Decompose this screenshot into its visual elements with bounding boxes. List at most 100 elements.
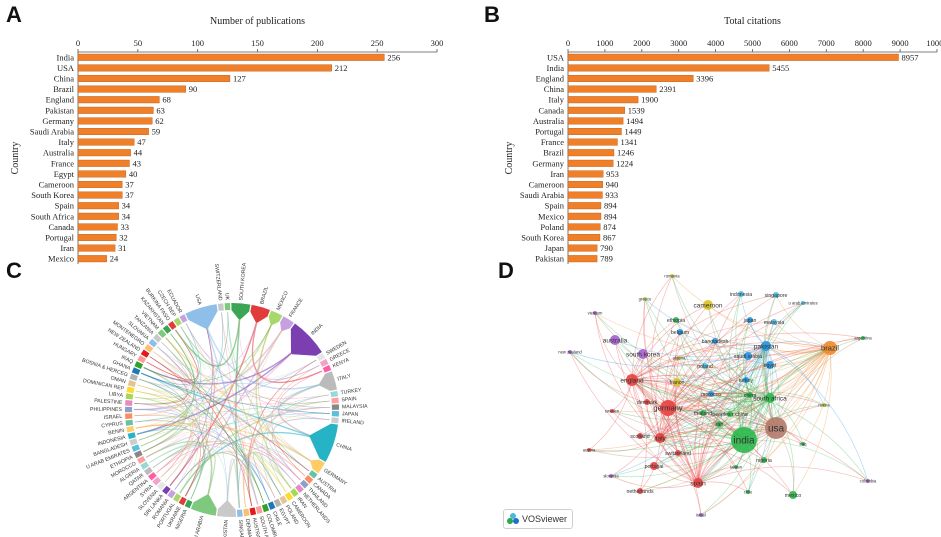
network-link xyxy=(631,379,745,441)
value-label-england: 3396 xyxy=(696,74,713,84)
chord-arc-uk xyxy=(224,303,231,311)
chord-link xyxy=(138,406,330,441)
network-node-egypt xyxy=(766,361,774,369)
network-link xyxy=(594,312,831,356)
network-node-denmark xyxy=(644,399,650,405)
x-tick-label: 10000 xyxy=(926,38,941,48)
x-tick-label: 7000 xyxy=(818,38,835,48)
chord-label-italy: ITALY xyxy=(337,373,352,383)
network-link xyxy=(611,397,771,420)
network-link xyxy=(659,393,712,439)
network-node-nigeria xyxy=(761,457,767,463)
network-link xyxy=(678,357,751,396)
network-link xyxy=(631,275,673,381)
network-label-england: england xyxy=(620,377,644,384)
network-link xyxy=(714,340,777,429)
chord-arc-greece xyxy=(319,358,329,367)
network-label-algeria: algeria xyxy=(673,355,686,360)
chord-link xyxy=(179,400,330,494)
network-link xyxy=(659,427,777,445)
network-label-denmark: denmark xyxy=(637,400,658,406)
chord-arc-denmark xyxy=(243,508,250,517)
chord-arc-montenegro xyxy=(144,344,154,353)
network-label-israel: israel xyxy=(696,512,706,517)
category-label-pakistan: Pakistan xyxy=(535,254,565,264)
network-node-algeria xyxy=(677,356,681,360)
bar-spain xyxy=(77,202,119,210)
network-node-taiwan xyxy=(734,465,738,469)
network-link xyxy=(610,394,751,477)
x-tick-label: 100 xyxy=(191,38,204,48)
chord-link xyxy=(227,312,281,496)
network-link xyxy=(677,397,771,454)
chord-link xyxy=(135,390,186,447)
network-label-indonesia: indonesia xyxy=(730,292,752,298)
network-link xyxy=(765,345,869,482)
chord-arc-iraq xyxy=(134,361,144,369)
chord-arc-australia xyxy=(249,507,257,516)
network-node-netherlands xyxy=(637,488,643,494)
chord-arc-japan xyxy=(331,411,339,417)
network-link xyxy=(594,312,777,429)
x-tick-label: 9000 xyxy=(892,38,909,48)
network-link xyxy=(764,321,775,399)
category-label-saudi-arabia: Saudi Arabia xyxy=(520,190,564,200)
network-link xyxy=(569,351,699,484)
value-label-spain: 34 xyxy=(122,201,131,211)
chord-arc-netherlands xyxy=(295,484,304,493)
network-node-scotland xyxy=(637,433,643,439)
chord-link xyxy=(156,346,320,385)
network-node-singapore xyxy=(773,292,779,298)
chord-link xyxy=(141,372,330,414)
network-link xyxy=(674,357,699,484)
network-link xyxy=(659,437,699,484)
chord-arc-israel xyxy=(125,413,133,420)
chord-arc-burkina-faso xyxy=(168,321,177,330)
network-link xyxy=(675,381,699,484)
category-label-india: India xyxy=(57,52,75,62)
bar-england xyxy=(77,96,160,104)
category-label-brazil: Brazil xyxy=(53,84,74,94)
network-link xyxy=(676,345,767,383)
value-label-china: 127 xyxy=(233,74,246,84)
network-link xyxy=(610,475,699,489)
chord-arc-germany xyxy=(310,459,325,474)
value-label-cameroon: 940 xyxy=(606,180,619,190)
network-link xyxy=(729,347,831,415)
network-label-switzerland: switzerland xyxy=(665,451,691,457)
bar-france xyxy=(77,159,130,167)
network-link xyxy=(659,437,702,516)
network-node-bangladesh xyxy=(712,338,718,344)
chord-arc-czech-rep xyxy=(173,317,182,327)
network-node-iraq xyxy=(801,442,805,446)
bar-india xyxy=(77,53,385,61)
bar-poland xyxy=(567,223,601,231)
chord-link xyxy=(135,326,285,429)
chord-link xyxy=(135,424,201,497)
value-label-south-africa: 34 xyxy=(122,211,131,221)
network-link xyxy=(702,345,767,414)
network-link xyxy=(631,379,661,439)
network-link xyxy=(639,427,777,492)
network-link xyxy=(667,347,831,409)
value-label-iran: 953 xyxy=(606,169,619,179)
network-link xyxy=(710,393,771,402)
chord-label-oman: OMAN xyxy=(110,375,127,385)
chord-arc-ukraine xyxy=(178,496,187,506)
chord-link xyxy=(246,452,292,507)
value-label-japan: 790 xyxy=(600,243,613,253)
panel-letter-c: C xyxy=(6,258,22,283)
category-label-england: England xyxy=(536,74,565,84)
chord-link xyxy=(175,326,206,370)
chart-title: Total citations xyxy=(724,16,781,27)
chord-link xyxy=(269,440,315,481)
network-link xyxy=(642,353,771,399)
bar-saudi-arabia xyxy=(567,191,603,199)
chord-link xyxy=(174,451,276,499)
chord-arc-cyprus xyxy=(125,419,134,426)
network-link xyxy=(611,347,831,413)
network-label-portugal: portugal xyxy=(645,464,664,470)
network-link xyxy=(675,319,831,352)
network-node-italy xyxy=(655,433,665,443)
chord-link xyxy=(179,451,287,494)
